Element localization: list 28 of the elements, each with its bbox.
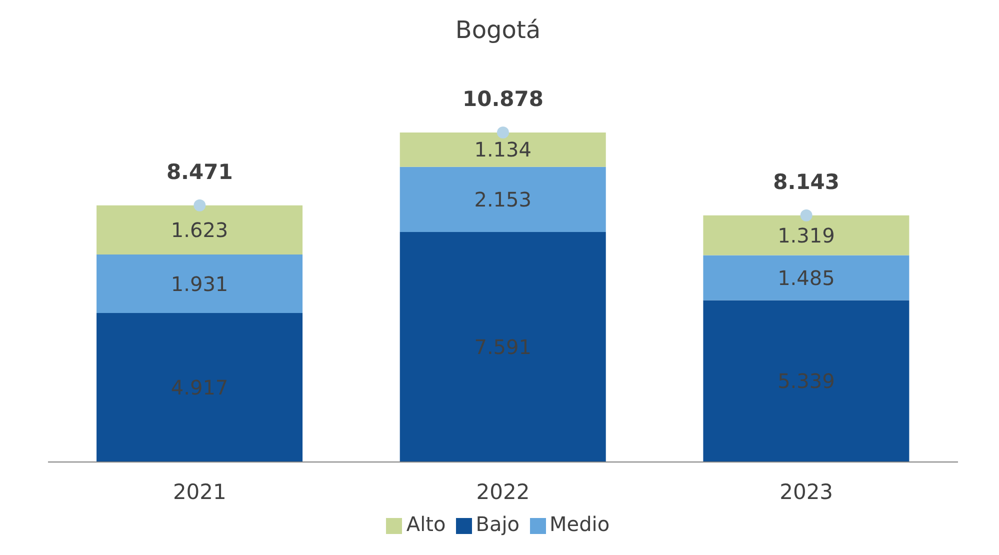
legend-label: Alto [406, 512, 446, 536]
total-label: 8.143 [773, 170, 840, 194]
bar [400, 232, 606, 462]
bar [400, 132, 606, 167]
data-label: 1.134 [474, 138, 532, 162]
data-label: 1.623 [170, 218, 228, 242]
text: Bogotá [454, 16, 542, 46]
bar [96, 254, 303, 314]
bar [96, 205, 303, 255]
bar [400, 166, 606, 232]
bar [703, 215, 910, 256]
data-label: 4.917 [170, 376, 228, 400]
x-tick-label: 2023 [780, 480, 834, 504]
x-tick-label: 2021 [172, 480, 226, 504]
data-label: 1.319 [778, 223, 835, 248]
total-label: 10.878 [462, 86, 544, 111]
data-label: 7.591 [474, 335, 532, 360]
total-label: 8.471 [166, 160, 233, 184]
data-label: 5.339 [778, 369, 835, 394]
data-label: 1.485 [778, 266, 835, 290]
bar [703, 300, 910, 462]
legend-label: Bajo [476, 512, 520, 536]
x-tick-label: 2022 [476, 480, 530, 504]
data-label: 1.931 [170, 272, 228, 296]
legend-label: Medio [550, 512, 610, 536]
bar [96, 313, 303, 462]
data-label: 2.153 [474, 187, 532, 212]
bar [703, 255, 910, 300]
